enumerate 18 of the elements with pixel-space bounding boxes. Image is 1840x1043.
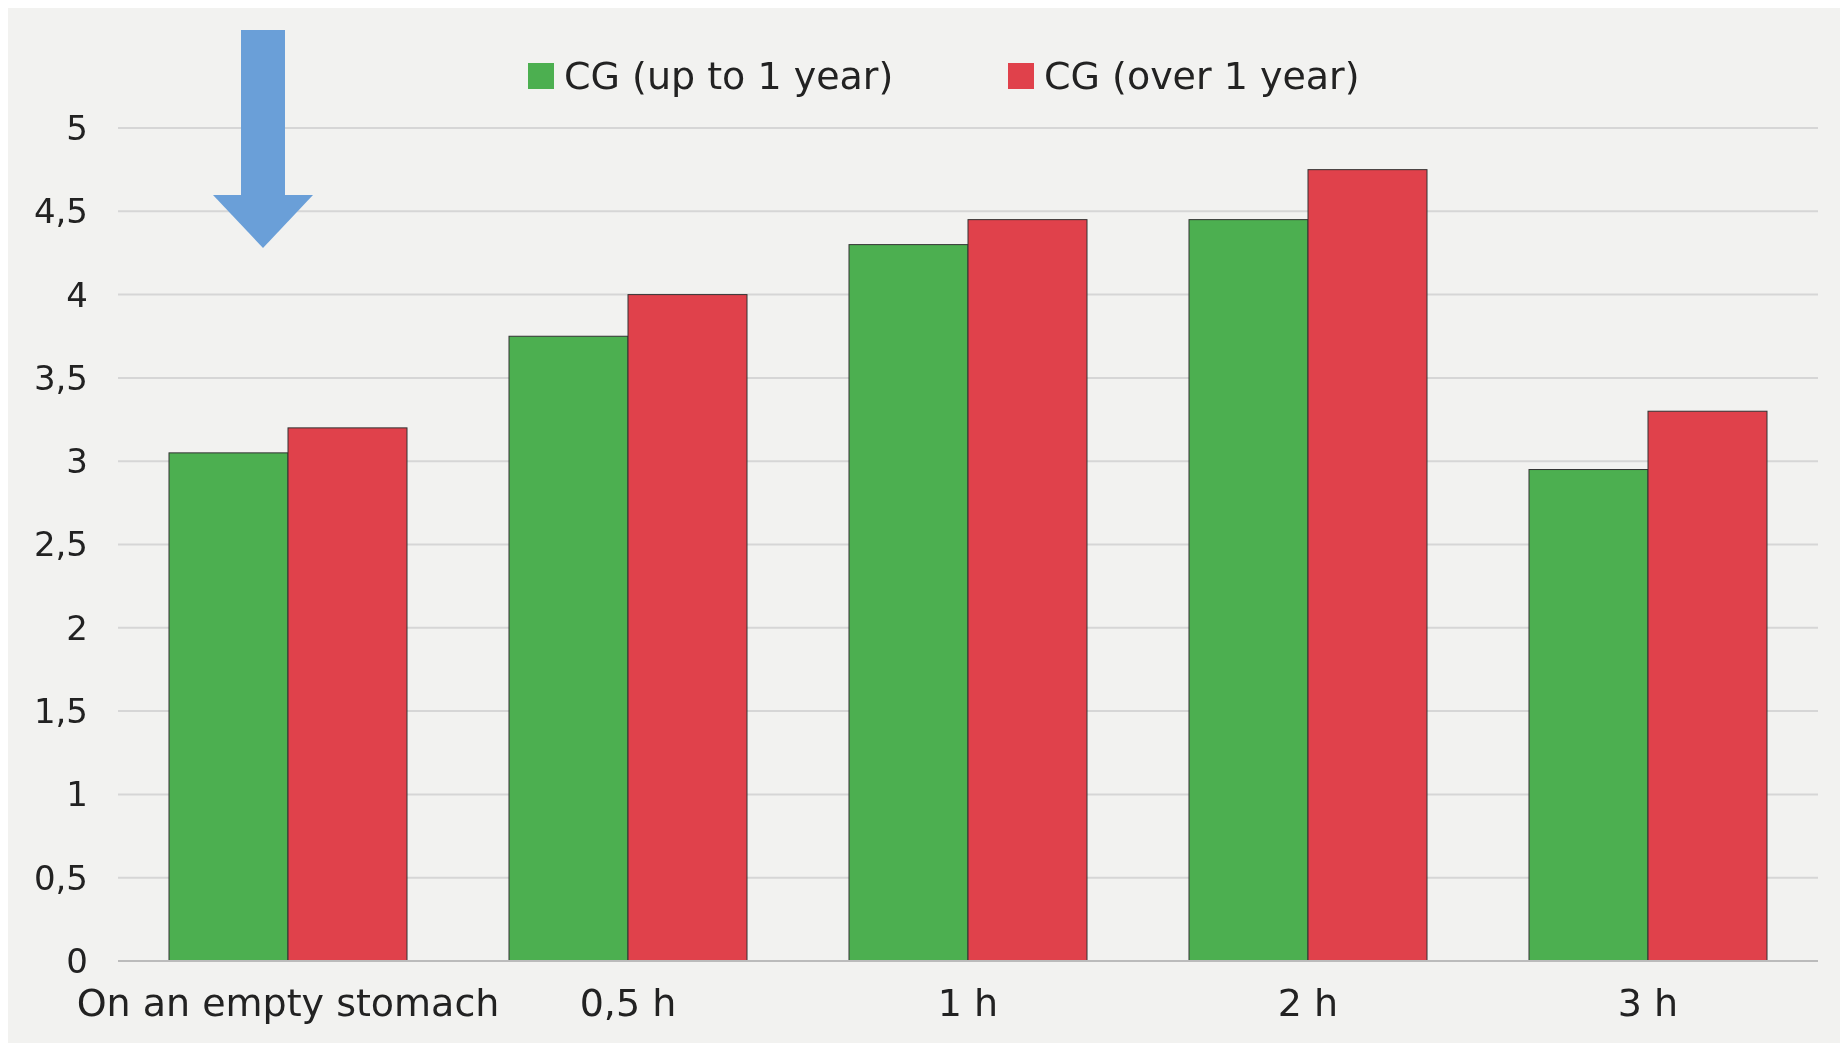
y-tick-label: 5 [66, 107, 88, 148]
y-tick-label: 2,5 [33, 524, 88, 565]
x-tick-label: On an empty stomach [76, 981, 500, 1025]
y-tick-label: 4,5 [33, 191, 88, 232]
y-tick-label: 0,5 [33, 857, 88, 898]
y-tick-label: 4 [66, 274, 88, 315]
legend-label: CG (over 1 year) [1044, 54, 1360, 99]
y-tick-label: 1 [66, 774, 88, 815]
x-tick-label: 2 h [1277, 981, 1339, 1025]
x-tick-label: 1 h [937, 981, 999, 1025]
x-tick-label: 0,5 h [579, 981, 677, 1025]
y-tick-label: 1,5 [33, 691, 88, 731]
y-tick-label: 0 [66, 940, 88, 981]
y-tick-label: 2 [66, 607, 88, 648]
y-tick-label: 3 [66, 441, 88, 482]
y-tick-label: 3,5 [33, 357, 88, 398]
legend-label: CG (up to 1 year) [564, 54, 894, 99]
x-tick-label: 3 h [1617, 981, 1679, 1025]
